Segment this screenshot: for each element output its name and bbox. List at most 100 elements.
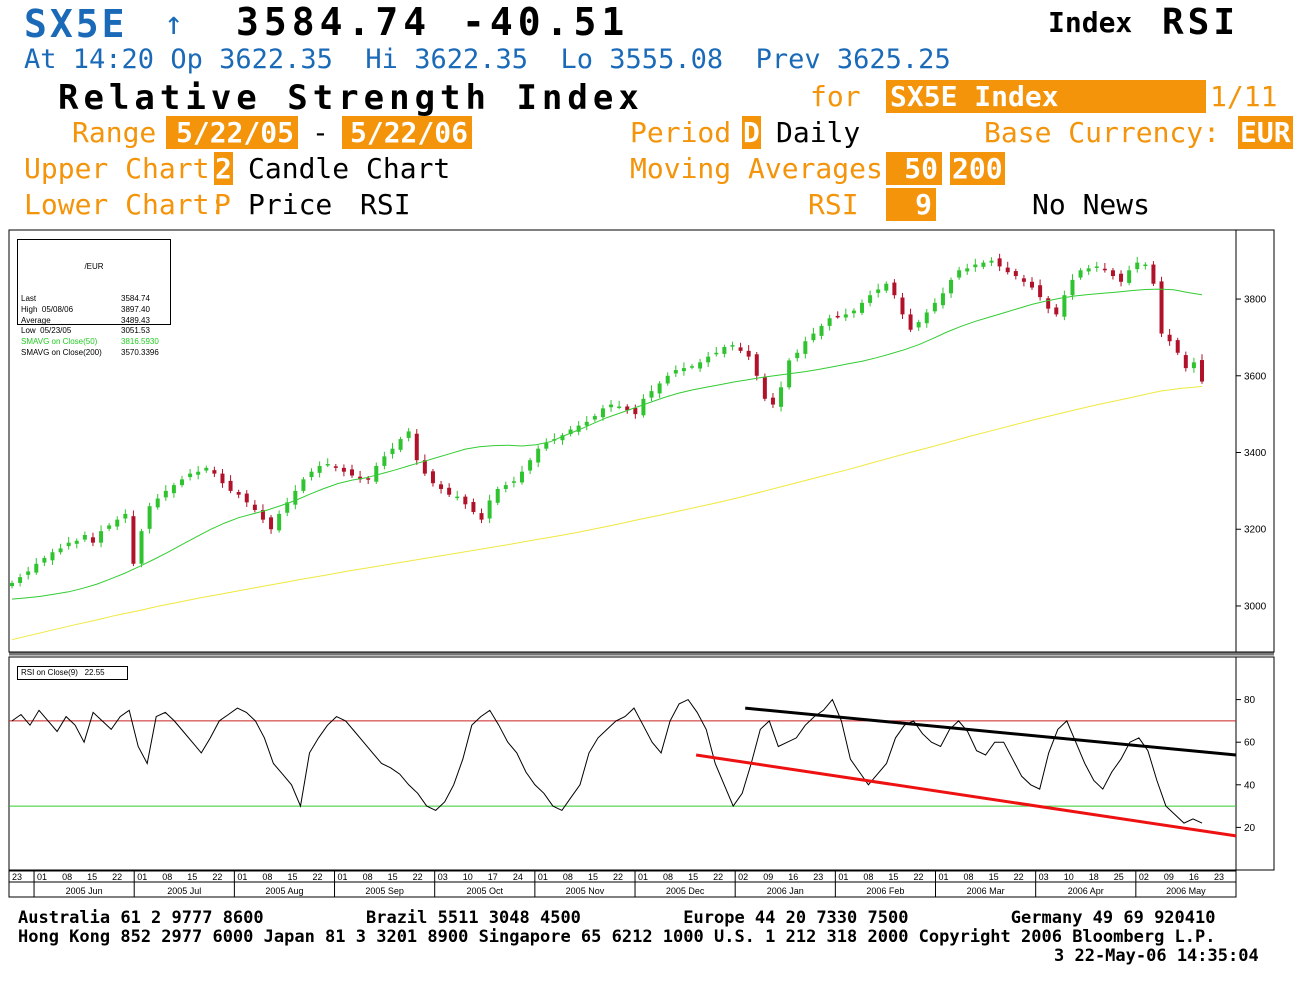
x-axis: 23 01 08 15 22 01 08 15 22 01 08 15 22 01 08 15 22 03 10 17… [8, 870, 1237, 898]
candle-body [584, 421, 589, 426]
price-chart: 3800 3600 3400 3200 3000 [8, 229, 1275, 653]
x-day-label: 22 [312, 872, 322, 882]
currency-field[interactable]: EUR [1238, 116, 1293, 149]
rsi-legend: RSI on Close(9) 22.55 [17, 666, 128, 680]
candle-body [633, 408, 638, 415]
footer-line-2: Hong Kong 852 2977 6000 Japan 81 3 3201 … [18, 927, 1216, 947]
x-day-label: 08 [663, 872, 673, 882]
candle-body [738, 347, 743, 351]
candle-body [851, 310, 856, 314]
price-tick-label: 3200 [1244, 525, 1267, 536]
candle-body [422, 460, 427, 474]
currency-label: Base Currency: [984, 116, 1221, 149]
candle-body [333, 466, 338, 468]
x-day-label: 09 [1164, 872, 1174, 882]
candle-body [309, 471, 314, 478]
candle-body [1127, 270, 1132, 283]
candle-body [414, 433, 419, 461]
candle-body [471, 501, 476, 512]
candle-body [617, 406, 622, 408]
high-label: Hi [365, 44, 398, 75]
open-value: 3622.35 [219, 44, 333, 75]
candle-body [479, 513, 484, 520]
candle-body [657, 383, 662, 394]
upper-chart-field[interactable]: 2 [214, 152, 233, 185]
legend-row: Low 05/23/05 3051.53 [18, 326, 170, 337]
candle-body [325, 464, 330, 466]
x-day-label: 16 [1189, 872, 1199, 882]
legend-row-label: High 05/08/06 [21, 304, 74, 314]
candle-body [66, 542, 71, 547]
security-field[interactable]: SX5E Index [886, 80, 1206, 113]
ma2-field[interactable]: 200 [950, 152, 1005, 185]
legend-row: High 05/08/06 3897.40 [18, 305, 170, 316]
x-month-label: 2005 Dec [666, 886, 705, 896]
candle-body [884, 283, 889, 291]
candle-body [560, 435, 565, 441]
candle-body [762, 376, 767, 399]
x-day-label: 08 [363, 872, 373, 882]
quote-time: 14:20 [72, 44, 155, 75]
range-end-field[interactable]: 5/22/06 [342, 116, 472, 149]
x-day-label: 09 [763, 872, 773, 882]
candle-body [260, 510, 265, 520]
x-month-label: 2005 Jul [167, 886, 201, 896]
candle-body [1030, 281, 1034, 288]
x-day-label: 08 [162, 872, 172, 882]
x-day-label: 15 [388, 872, 398, 882]
candle-body [1086, 268, 1091, 272]
candle-body [876, 289, 881, 293]
x-day-label: 01 [939, 872, 949, 882]
candle-body [99, 531, 104, 543]
rsi-frame [8, 656, 1275, 871]
candle-body [940, 293, 945, 306]
x-day-label: 22 [1014, 872, 1024, 882]
candle-body [1167, 334, 1172, 342]
period-field[interactable]: D [742, 116, 761, 149]
page-indicator: 1/11 [1210, 80, 1278, 113]
candle-body [406, 431, 411, 438]
last-price: 3584.74 [236, 0, 432, 44]
candle-body [1013, 271, 1018, 277]
range-label: Range [72, 116, 157, 149]
candle-body [1110, 270, 1115, 277]
ma1-field[interactable]: 50 [886, 152, 942, 185]
x-day-label: 01 [638, 872, 648, 882]
price-tick-label: 3000 [1244, 601, 1267, 612]
x-month-label: 2006 Jan [767, 886, 804, 896]
candle-body [835, 315, 840, 318]
candle-body [1102, 268, 1107, 271]
candle-body [220, 473, 225, 484]
x-day-label: 01 [838, 872, 848, 882]
candle-body [50, 552, 55, 561]
candle-body [609, 404, 614, 408]
range-start-field[interactable]: 5/22/05 [166, 116, 298, 149]
lower-chart-field[interactable]: P [214, 188, 231, 221]
candle-body [430, 471, 435, 484]
ma-label: Moving Averages [630, 152, 883, 185]
candle-body [196, 471, 201, 475]
legend-row: SMAVG on Close(50) 3816.5930 [18, 337, 170, 348]
x-day-label: 22 [212, 872, 222, 882]
x-day-label: 23 [813, 872, 823, 882]
candle-body [989, 260, 994, 263]
candle-body [463, 496, 468, 505]
price-tick-label: 3800 [1244, 295, 1267, 306]
candle-body [843, 314, 848, 318]
candle-body [188, 473, 193, 478]
candle-body [690, 366, 694, 368]
price-tick-label: 3400 [1244, 448, 1267, 459]
candle-body [139, 531, 144, 564]
function-name: RSI [1162, 2, 1240, 43]
ticker: SX5E [24, 2, 128, 46]
x-day-label: 03 [1039, 872, 1049, 882]
candle-body [746, 350, 751, 357]
rsi-period-field[interactable]: 9 [886, 188, 936, 221]
candle-body [625, 406, 630, 411]
page-title: Relative Strength Index [58, 78, 644, 118]
at-label: At [24, 44, 57, 75]
x-day-label: 10 [463, 872, 473, 882]
candle-body [981, 262, 986, 267]
lower-chart-value2: RSI [360, 188, 411, 221]
